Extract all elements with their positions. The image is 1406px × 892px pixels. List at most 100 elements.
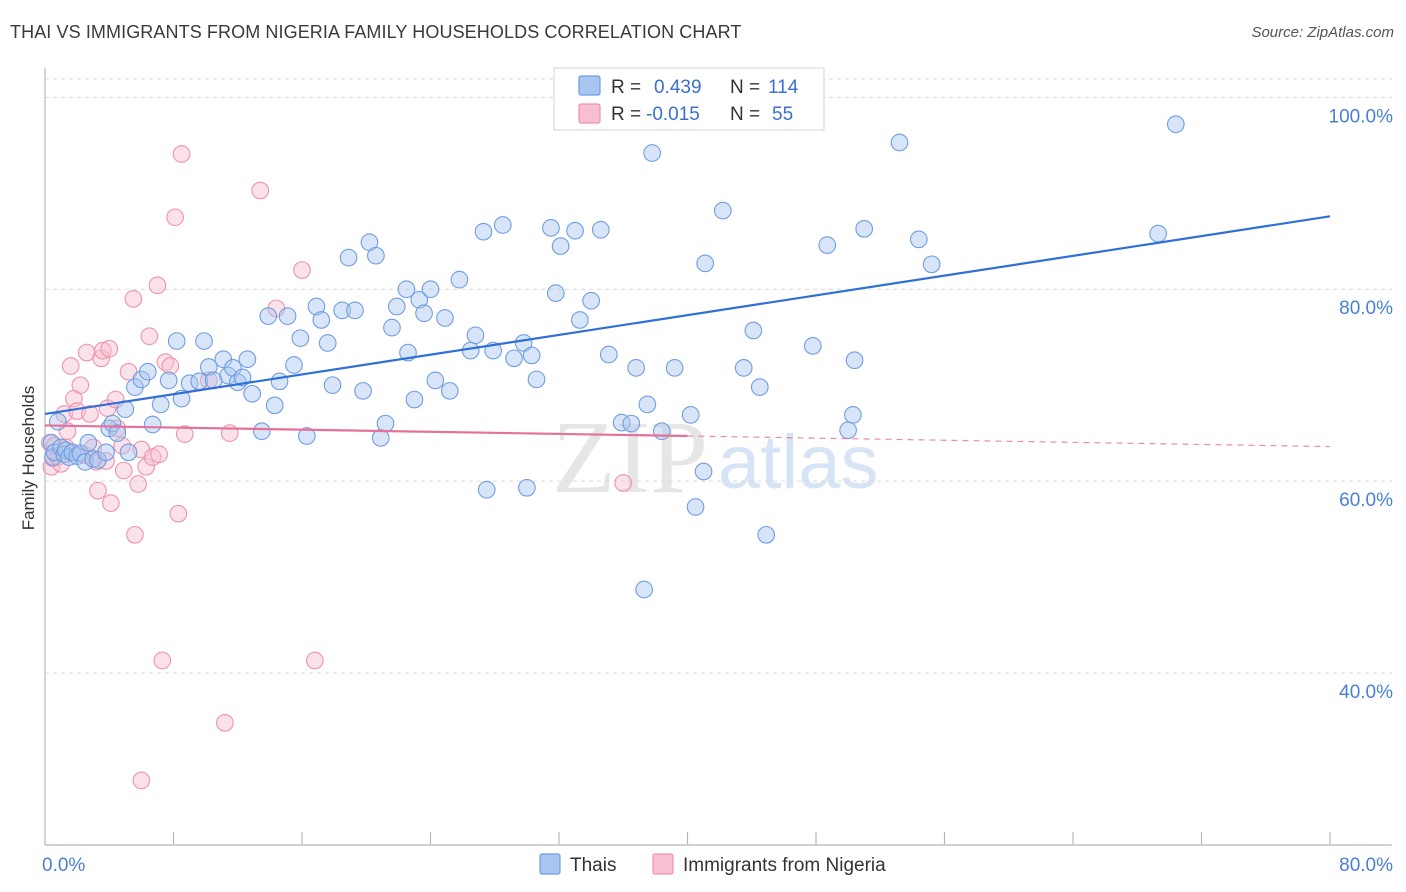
- legend-r-value-1: 0.439: [654, 77, 702, 98]
- y-tick-label: 100.0%: [1329, 106, 1394, 127]
- point-nigeria: [251, 181, 270, 200]
- point-nigeria: [216, 713, 234, 732]
- point-thais: [461, 341, 480, 360]
- y-tick-label: 80.0%: [1339, 298, 1393, 319]
- stats-legend: R = 0.439 N = 114 R = -0.015 N = 55: [553, 67, 825, 131]
- point-thais: [119, 443, 138, 462]
- trend-lines: [44, 215, 1331, 448]
- point-thais: [233, 368, 252, 387]
- point-thais: [367, 246, 385, 265]
- point-thais: [440, 382, 459, 400]
- point-thais: [582, 291, 600, 310]
- point-thais: [844, 406, 862, 424]
- point-thais: [542, 219, 560, 237]
- trend-line-nigeria-extension: [687, 435, 1331, 448]
- point-thais: [599, 345, 618, 364]
- point-thais: [734, 359, 753, 377]
- legend-r-label-1: R =: [611, 77, 641, 98]
- point-thais: [505, 349, 523, 368]
- legend-swatch-thais: [578, 75, 601, 96]
- y-tick-label: 60.0%: [1339, 490, 1393, 511]
- point-thais: [415, 304, 433, 323]
- legend-r-value-2: -0.015: [646, 104, 700, 125]
- point-thais: [405, 390, 424, 409]
- y-tick-label: 40.0%: [1339, 682, 1393, 703]
- point-thais: [713, 201, 732, 220]
- point-thais: [638, 395, 657, 414]
- point-nigeria: [153, 651, 172, 670]
- point-thais: [397, 280, 416, 299]
- point-nigeria: [614, 474, 633, 492]
- legend-n-value-1: 114: [768, 77, 799, 98]
- point-thais: [518, 478, 536, 497]
- point-thais: [845, 351, 864, 370]
- point-thais: [48, 412, 67, 431]
- point-thais: [151, 395, 170, 414]
- point-thais: [387, 297, 406, 316]
- legend-n-label-1: N =: [730, 77, 760, 98]
- point-thais: [922, 255, 941, 274]
- chart-title: THAI VS IMMIGRANTS FROM NIGERIA FAMILY H…: [10, 22, 742, 42]
- point-thais: [803, 336, 822, 355]
- point-thais: [243, 384, 262, 403]
- point-thais: [665, 359, 684, 377]
- bottom-legend-swatch-nigeria: [652, 853, 674, 875]
- series-nigeria-points: [40, 145, 633, 790]
- bottom-legend-thais: Thais: [570, 855, 616, 876]
- point-thais: [839, 421, 857, 440]
- point-thais: [1149, 224, 1167, 243]
- point-nigeria: [148, 276, 167, 295]
- point-thais: [297, 427, 316, 445]
- x-tick-labels: 0.0% 80.0%: [42, 855, 1393, 876]
- point-nigeria: [306, 651, 324, 670]
- point-thais: [696, 254, 715, 273]
- legend-swatch-nigeria: [578, 103, 601, 124]
- point-thais: [291, 329, 310, 348]
- trend-line-thais: [44, 215, 1331, 416]
- point-thais: [383, 318, 401, 337]
- point-thais: [167, 332, 186, 350]
- point-nigeria: [169, 504, 188, 523]
- trend-line-nigeria: [44, 424, 688, 438]
- point-thais: [909, 230, 928, 249]
- point-thais: [42, 433, 61, 452]
- y-tick-labels: 40.0% 60.0% 80.0% 100.0%: [1329, 106, 1394, 703]
- point-thais: [285, 356, 303, 374]
- point-nigeria: [114, 461, 133, 480]
- point-thais: [474, 222, 493, 241]
- point-thais: [591, 220, 610, 239]
- point-nigeria: [61, 357, 80, 375]
- point-thais: [694, 462, 713, 481]
- point-nigeria: [161, 357, 180, 375]
- point-nigeria: [172, 145, 191, 163]
- point-thais: [278, 307, 297, 325]
- point-thais: [79, 433, 98, 452]
- legend-n-value-2: 55: [772, 104, 793, 125]
- point-thais: [252, 422, 271, 441]
- point-nigeria: [166, 208, 184, 227]
- point-thais: [159, 371, 178, 390]
- point-thais: [818, 236, 837, 254]
- point-thais: [686, 498, 705, 516]
- point-nigeria: [175, 425, 194, 443]
- legend-n-label-2: N =: [730, 104, 760, 125]
- point-thais: [527, 370, 546, 389]
- point-thais: [199, 358, 218, 376]
- point-thais: [466, 326, 485, 345]
- point-nigeria: [140, 327, 159, 346]
- point-thais: [333, 301, 352, 320]
- point-thais: [855, 219, 874, 238]
- point-thais: [750, 378, 769, 396]
- point-nigeria: [129, 475, 148, 493]
- source-label: Source: ZipAtlas.com: [1251, 24, 1394, 41]
- point-thais: [354, 382, 372, 400]
- point-thais: [522, 346, 541, 365]
- point-nigeria: [81, 405, 99, 423]
- watermark-atlas: atlas: [718, 420, 879, 505]
- x-tick-label-start: 0.0%: [42, 855, 85, 876]
- point-thais: [571, 311, 589, 329]
- point-thais: [426, 371, 445, 390]
- point-thais: [493, 216, 512, 234]
- point-nigeria: [293, 261, 311, 279]
- point-nigeria: [102, 494, 120, 513]
